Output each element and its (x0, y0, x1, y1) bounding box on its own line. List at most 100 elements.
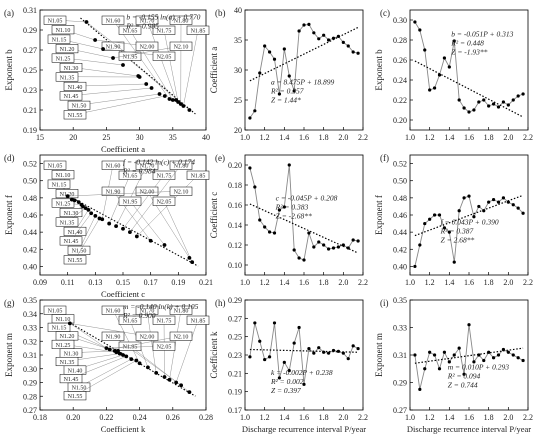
data-point (272, 231, 277, 235)
equation-text: R² = 0.383 (275, 203, 309, 212)
data-point (356, 51, 360, 55)
point-label: N1.45 (64, 239, 79, 245)
data-point (351, 344, 355, 348)
point-label-box (51, 25, 75, 35)
point-label: N1.80 (174, 164, 189, 170)
point-label: N1.35 (60, 220, 75, 226)
data-point (462, 196, 466, 200)
y-tick-label: 0.24 (393, 76, 407, 85)
point-label: N1.15 (52, 326, 67, 332)
data-point (124, 354, 129, 359)
data-point (302, 382, 306, 386)
y-tick-label: 0.29 (393, 379, 407, 388)
data-point (487, 104, 491, 108)
data-point (292, 341, 296, 345)
point-label: N1.75 (157, 319, 172, 325)
y-tick-label: 0.20 (228, 161, 242, 170)
point-label: N1.30 (64, 66, 79, 72)
data-point (413, 353, 417, 357)
data-point (154, 370, 159, 375)
x-tick-label: 30 (136, 133, 144, 142)
point-label: N1.05 (48, 309, 63, 315)
data-point (516, 94, 520, 98)
x-tick-label: 1.4 (444, 413, 454, 422)
data-point (423, 221, 427, 226)
point-label: N1.05 (48, 164, 63, 170)
data-point (277, 376, 282, 380)
data-point (462, 106, 466, 110)
panel-c: 1.0 1.2 1.4 1.6 1.8 2.0 2.2 0.20 0.22 0.24 0.26 0.2… (374, 8, 533, 142)
y-tick-label: 0.44 (23, 228, 37, 237)
data-point (452, 39, 456, 43)
y-tick-label: 0.44 (393, 228, 407, 237)
data-point (331, 36, 336, 40)
data-point (248, 116, 252, 120)
data-point (93, 213, 98, 218)
data-point (187, 255, 192, 260)
panel-label: (i) (380, 298, 389, 308)
data-point (452, 353, 456, 357)
y-tick-label: 0.29 (23, 26, 37, 35)
x-tick-label: 1.2 (425, 133, 435, 142)
data-point (272, 321, 277, 325)
panel-i: 1.0 1.2 1.4 1.6 1.8 2.0 2.2 0.27 0.29 0.31 0.33 0.3… (374, 296, 533, 434)
data-point (179, 383, 184, 388)
x-axis-label: Coefficient c (101, 289, 145, 299)
panel-label: (a) (4, 8, 14, 18)
point-label-box (47, 34, 71, 44)
data-point (190, 260, 195, 265)
y-tick-label: 0.27 (23, 46, 37, 55)
point-label: N1.15 (52, 38, 67, 44)
x-axis-label: Coefficient a (101, 144, 145, 154)
data-point (418, 28, 422, 32)
point-label: N2.05 (157, 345, 172, 351)
point-label-box (118, 315, 142, 325)
data-point (267, 50, 272, 54)
equation-text: Z = 2.68** (441, 236, 475, 245)
point-label: N1.30 (64, 351, 79, 357)
point-label: N1.95 (123, 345, 138, 351)
y-tick-label: 0.42 (393, 245, 407, 254)
point-label: N1.25 (56, 201, 71, 207)
y-tick-label: 0.23 (23, 86, 37, 95)
point-label: N1.90 (106, 190, 121, 196)
data-point (128, 230, 132, 235)
point-label-box (135, 305, 159, 315)
x-tick-label: 1.2 (260, 413, 270, 422)
plot-frame (244, 9, 364, 131)
data-point (312, 31, 316, 35)
leader-line (109, 335, 182, 350)
data-point (521, 358, 525, 363)
data-point (121, 353, 125, 357)
data-point (322, 243, 326, 247)
fit-curve (61, 191, 199, 267)
leader-line (74, 360, 137, 396)
point-label-box (67, 100, 91, 110)
data-point (521, 211, 525, 215)
equation-text: Z = 0.744 (448, 380, 478, 389)
x-tick-label: 1.2 (260, 278, 270, 287)
x-tick-label: 1.4 (444, 278, 454, 287)
x-tick-label: 1.4 (279, 413, 289, 422)
equation-text: m = 0.010P + 0.293 (448, 362, 509, 371)
y-tick-label: 0.26 (393, 56, 407, 65)
data-point (162, 375, 167, 379)
point-label: N1.20 (60, 334, 75, 340)
x-axis-label: Discharge recurrence interval P/year (242, 424, 366, 434)
point-label: N1.60 (106, 164, 121, 170)
x-tick-label: 1.8 (484, 413, 494, 422)
panel-label: (e) (215, 153, 225, 163)
data-point (496, 353, 501, 357)
x-tick-label: 1.6 (299, 278, 309, 287)
point-label-box (59, 91, 83, 101)
y-tick-label: 0.29 (23, 379, 37, 388)
point-label: N1.10 (56, 28, 71, 34)
y-tick-label: 0.33 (393, 324, 407, 333)
data-point (107, 347, 112, 352)
equation-text: f = 0.043P + 0.390 (441, 218, 499, 227)
data-point (341, 40, 345, 45)
data-point (346, 44, 350, 48)
x-tick-label: 1.6 (299, 133, 309, 142)
equation-text: m = -0.140 ln(k) + 0.105 (123, 302, 199, 311)
y-tick-label: 0.25 (228, 333, 242, 342)
